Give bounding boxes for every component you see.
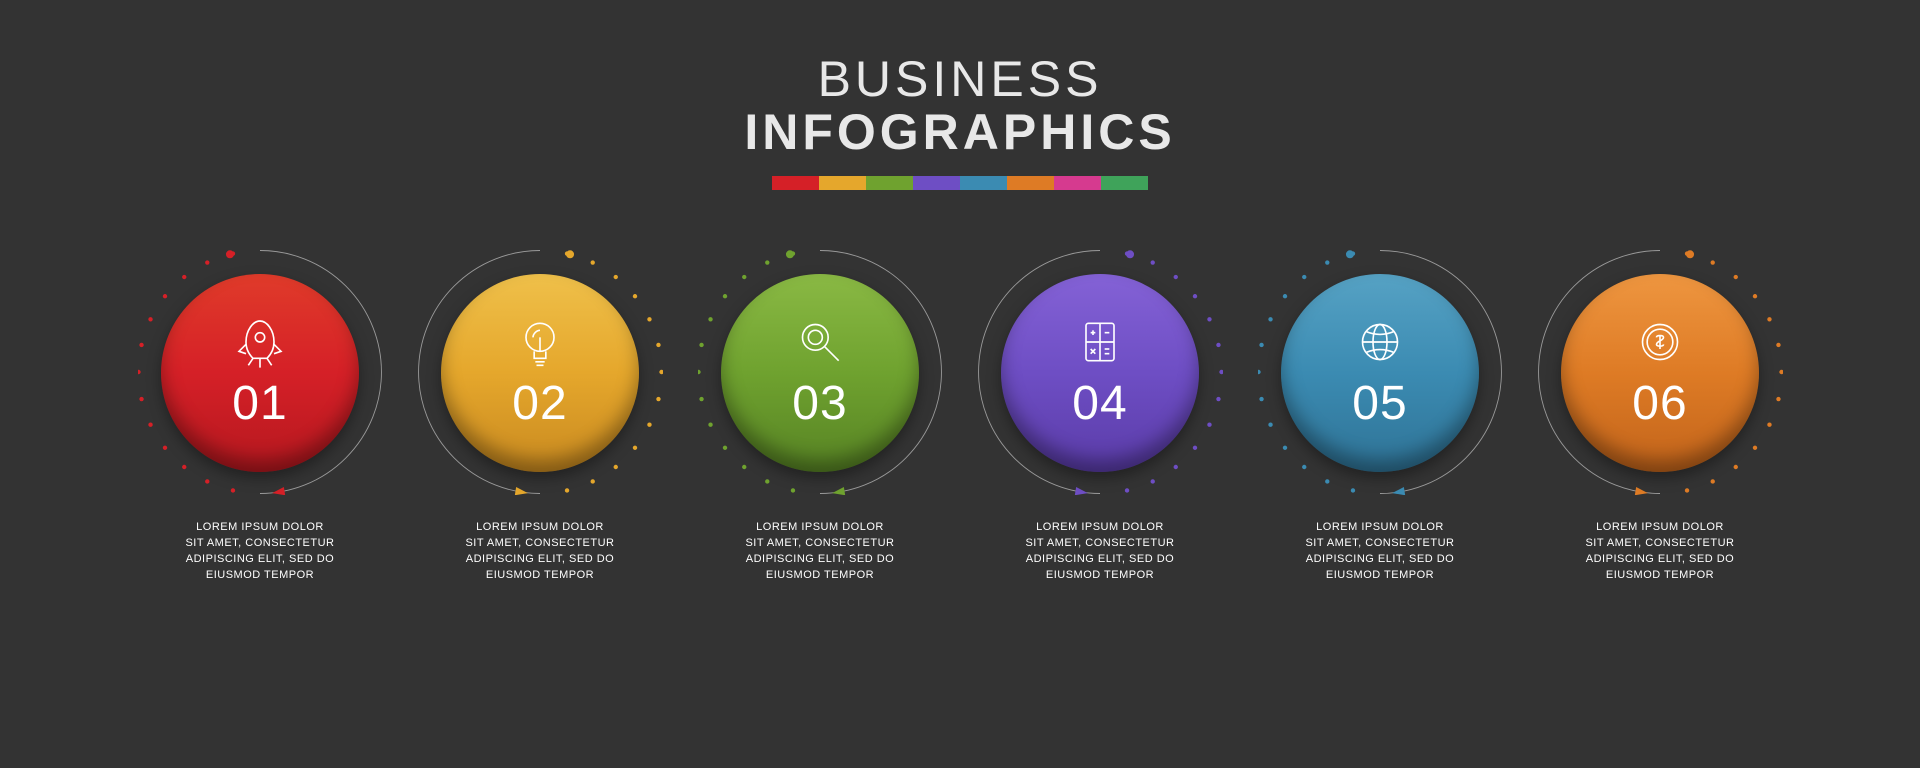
step-text: LOREM IPSUM DOLORSIT AMET, CONSECTETURAD… — [185, 520, 334, 584]
step-orbit: 06 — [1538, 250, 1783, 495]
step: 06 LOREM IPSUM DOLORSIT AMET, CONSECTETUR… — [1538, 250, 1783, 584]
color-bar-segment — [1054, 176, 1101, 190]
color-bar — [0, 176, 1920, 190]
globe-icon — [1352, 314, 1408, 370]
coin-icon — [1632, 314, 1688, 370]
color-bar-segment — [1007, 176, 1054, 190]
step: 03 LOREM IPSUM DOLORSIT AMET, CONSECTETUR… — [698, 250, 943, 584]
calculator-icon — [1072, 314, 1128, 370]
search-icon — [792, 314, 848, 370]
step-orbit: 05 — [1258, 250, 1503, 495]
step-text: LOREM IPSUM DOLORSIT AMET, CONSECTETURAD… — [465, 520, 614, 584]
step-number: 01 — [232, 376, 287, 431]
step-number: 04 — [1072, 376, 1127, 431]
title-line2: INFOGRAPHICS — [0, 103, 1920, 161]
step-number: 05 — [1352, 376, 1407, 431]
step-circle: 02 — [441, 274, 639, 472]
step-orbit: 04 — [978, 250, 1223, 495]
step: 01 LOREM IPSUM DOLORSIT AMET, CONSECTETUR… — [138, 250, 383, 584]
color-bar-segment — [913, 176, 960, 190]
steps-row: 01 LOREM IPSUM DOLORSIT AMET, CONSECTETUR… — [0, 250, 1920, 584]
step-circle: 04 — [1001, 274, 1199, 472]
step-number: 06 — [1632, 376, 1687, 431]
header: BUSINESS INFOGRAPHICS — [0, 0, 1920, 190]
color-bar-segment — [960, 176, 1007, 190]
step-orbit: 01 — [138, 250, 383, 495]
step-orbit: 03 — [698, 250, 943, 495]
step-orbit: 02 — [418, 250, 663, 495]
step-text: LOREM IPSUM DOLORSIT AMET, CONSECTETURAD… — [1305, 520, 1454, 584]
color-bar-segment — [819, 176, 866, 190]
step-circle: 01 — [161, 274, 359, 472]
color-bar-segment — [1101, 176, 1148, 190]
step-text: LOREM IPSUM DOLORSIT AMET, CONSECTETURAD… — [745, 520, 894, 584]
rocket-icon — [232, 314, 288, 370]
step-number: 03 — [792, 376, 847, 431]
step: 04 LOREM IPSUM DOLORSIT AMET, CONSECTETUR… — [978, 250, 1223, 584]
step-number: 02 — [512, 376, 567, 431]
color-bar-segment — [772, 176, 819, 190]
color-bar-segment — [866, 176, 913, 190]
step-circle: 03 — [721, 274, 919, 472]
step-text: LOREM IPSUM DOLORSIT AMET, CONSECTETURAD… — [1585, 520, 1734, 584]
bulb-icon — [512, 314, 568, 370]
step-circle: 06 — [1561, 274, 1759, 472]
step-circle: 05 — [1281, 274, 1479, 472]
step: 02 LOREM IPSUM DOLORSIT AMET, CONSECTETUR… — [418, 250, 663, 584]
step: 05 LOREM IPSUM DOLORSIT AMET, CONSECTETUR… — [1258, 250, 1503, 584]
step-text: LOREM IPSUM DOLORSIT AMET, CONSECTETURAD… — [1025, 520, 1174, 584]
title-line1: BUSINESS — [0, 50, 1920, 108]
